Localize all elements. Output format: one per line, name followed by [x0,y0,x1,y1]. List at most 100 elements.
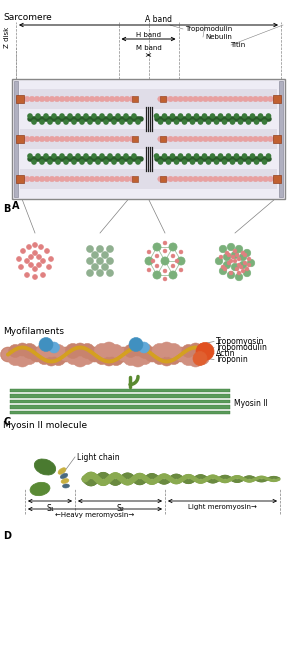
Text: Tropomyosin: Tropomyosin [216,337,264,346]
Circle shape [268,176,273,182]
Circle shape [138,480,143,485]
Circle shape [234,475,238,479]
Circle shape [238,96,243,102]
Circle shape [178,475,183,480]
Circle shape [213,479,217,484]
Circle shape [119,96,125,102]
Circle shape [83,113,89,119]
Circle shape [244,478,248,482]
Circle shape [248,96,253,102]
Text: Nebulin: Nebulin [205,34,232,40]
Circle shape [79,136,85,141]
Circle shape [268,478,271,481]
Text: C: C [3,417,10,427]
Circle shape [228,476,232,480]
Circle shape [262,479,265,482]
Circle shape [99,472,106,478]
Circle shape [24,273,29,278]
Circle shape [203,349,207,353]
Circle shape [104,96,110,102]
Circle shape [229,477,233,481]
Circle shape [174,474,179,479]
Circle shape [184,349,188,353]
Circle shape [114,479,120,485]
Circle shape [275,476,277,479]
Circle shape [232,476,236,480]
Circle shape [119,476,125,482]
Circle shape [182,345,195,358]
Circle shape [234,113,239,119]
Circle shape [169,243,177,251]
Circle shape [74,136,80,141]
Circle shape [168,476,173,481]
Circle shape [241,478,245,481]
Text: B: B [3,204,10,214]
Circle shape [201,474,205,479]
Circle shape [31,350,35,354]
Circle shape [140,474,146,480]
Circle shape [90,478,97,485]
Circle shape [138,342,149,353]
Circle shape [243,261,247,265]
Circle shape [105,476,112,483]
Circle shape [277,478,279,481]
Circle shape [267,477,270,480]
Circle shape [169,478,174,483]
Circle shape [94,476,101,483]
Circle shape [223,267,227,271]
Circle shape [246,119,251,125]
Circle shape [183,136,188,141]
Circle shape [107,153,113,159]
Circle shape [237,257,241,261]
Circle shape [127,349,130,353]
Circle shape [95,477,102,484]
Circle shape [157,478,163,483]
Bar [132,136,138,142]
Circle shape [247,259,255,267]
Circle shape [251,478,255,482]
Circle shape [166,343,181,358]
Circle shape [174,356,178,360]
Circle shape [44,96,50,102]
Circle shape [256,476,259,480]
Circle shape [213,474,217,479]
Circle shape [91,263,99,271]
Circle shape [119,136,125,141]
Circle shape [99,96,105,102]
Circle shape [136,479,142,485]
Circle shape [253,478,256,481]
Circle shape [131,343,144,356]
Circle shape [237,479,241,483]
Circle shape [133,474,139,480]
Circle shape [186,153,191,159]
Circle shape [159,358,163,362]
Circle shape [52,360,56,363]
Circle shape [159,474,165,479]
Circle shape [84,478,91,485]
Circle shape [154,153,159,159]
Circle shape [103,359,107,363]
Circle shape [233,176,238,182]
Circle shape [208,475,212,480]
Circle shape [233,136,238,141]
Circle shape [192,477,197,482]
Circle shape [24,96,30,102]
Circle shape [243,96,248,102]
Circle shape [200,347,203,351]
Bar [14,81,18,197]
Circle shape [202,153,207,159]
Circle shape [16,346,20,350]
Circle shape [80,343,95,358]
Circle shape [127,473,133,479]
Bar [132,96,138,102]
Circle shape [77,345,81,350]
Circle shape [265,477,268,480]
Circle shape [88,348,101,361]
Circle shape [238,119,243,125]
Circle shape [34,176,40,182]
Circle shape [146,474,152,480]
Circle shape [29,136,35,141]
Circle shape [198,159,203,165]
Circle shape [149,473,155,478]
Circle shape [214,159,219,165]
